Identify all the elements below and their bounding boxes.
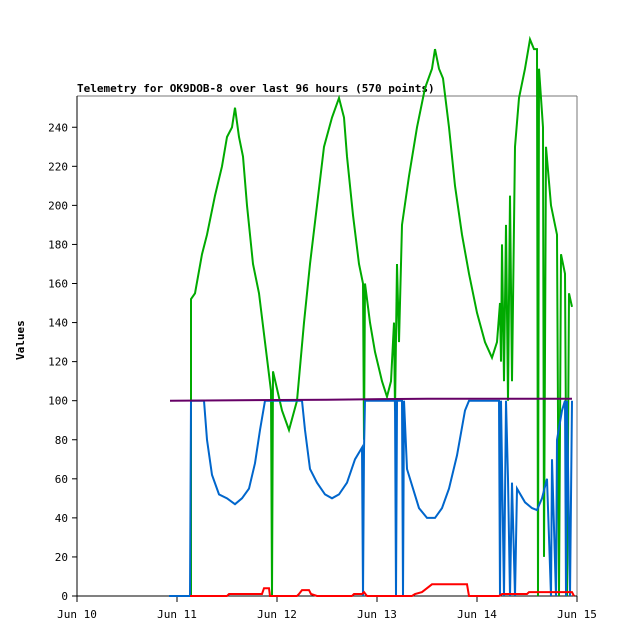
y-tick-label: 60 [55, 473, 68, 486]
x-tick-label: Jun 11 [157, 608, 197, 621]
series-line-red [190, 583, 575, 597]
y-tick-label: 0 [61, 590, 68, 603]
x-tick-label: Jun 13 [357, 608, 397, 621]
y-tick-label: 120 [48, 356, 68, 369]
y-tick-label: 80 [55, 434, 68, 447]
y-tick-label: 180 [48, 238, 68, 251]
y-tick-label: 40 [55, 512, 68, 525]
y-tick-label: 140 [48, 317, 68, 330]
y-tick-label: 20 [55, 551, 68, 564]
series-line-blue [169, 399, 573, 597]
y-tick-label: 100 [48, 395, 68, 408]
x-tick-label: Jun 12 [257, 608, 297, 621]
y-tick-label: 200 [48, 199, 68, 212]
x-tick-label: Jun 10 [57, 608, 97, 621]
x-tick-label: Jun 14 [457, 608, 497, 621]
y-tick-label: 160 [48, 278, 68, 291]
x-tick-label: Jun 15 [557, 608, 597, 621]
y-tick-label: 220 [48, 160, 68, 173]
chart-title: Telemetry for OK9DOB-8 over last 96 hour… [77, 82, 435, 95]
y-tick-label: 240 [48, 121, 68, 134]
series-line-purple [169, 397, 572, 402]
series-line-green [190, 35, 573, 597]
